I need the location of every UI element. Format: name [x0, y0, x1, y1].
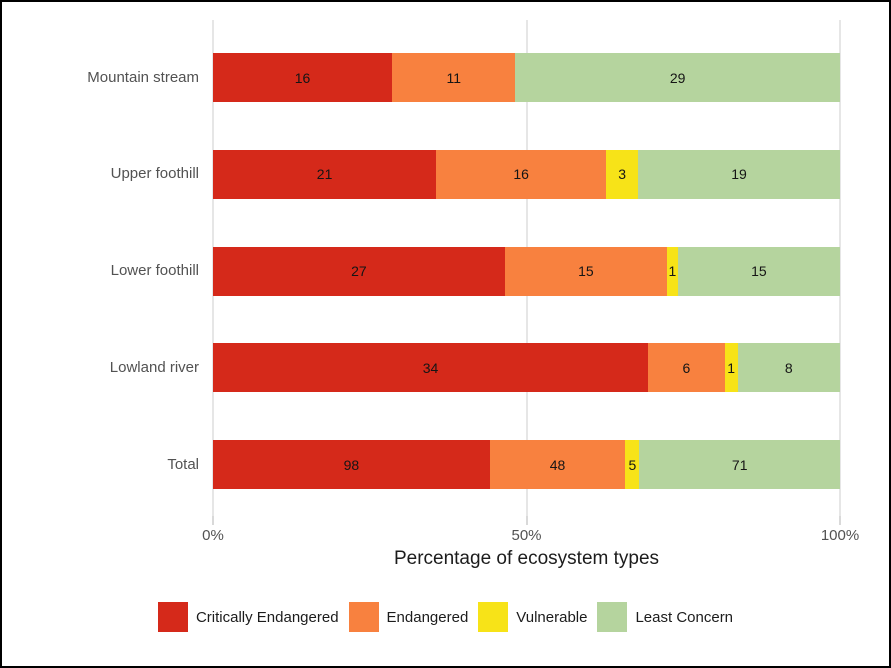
- plot-area: 16 11 29 21 16 3 19 27 15 1 15 34 6 1 8 98 48 5 71: [212, 20, 841, 516]
- bar-value-label: 1: [668, 263, 677, 279]
- legend-item-endangered: Endangered: [348, 602, 469, 632]
- x-tick-label-50: 50%: [511, 527, 542, 544]
- legend-label: Least Concern: [635, 608, 734, 626]
- bar-segment-vulnerable: 1: [724, 343, 738, 393]
- legend: Critically Endangered Endangered Vulnerabl…: [2, 602, 889, 632]
- y-axis-label-lowland-river: Lowland river: [109, 358, 199, 376]
- legend-item-critically-endangered: Critically Endangered: [157, 602, 339, 632]
- y-axis-label-mountain-stream: Mountain stream: [87, 68, 199, 86]
- bar-value-label: 3: [618, 166, 627, 183]
- bar-value-label: 6: [682, 359, 691, 376]
- y-axis-label-lower-foothill: Lower foothill: [110, 262, 199, 279]
- bar-segment-endangered: 15: [504, 246, 668, 296]
- bar-segment-endangered: 11: [392, 53, 516, 102]
- bar-segment-critically-endangered: 34: [213, 343, 649, 393]
- bar-value-label: 98: [343, 456, 360, 473]
- bar-segment-least-concern: 19: [638, 149, 840, 199]
- x-tick-label-100: 100%: [820, 527, 860, 544]
- bar-segment-critically-endangered: 21: [213, 149, 437, 199]
- legend-swatch-vulnerable: [478, 602, 509, 632]
- legend-swatch-critically-endangered: [157, 602, 188, 632]
- bar-value-label: 11: [446, 69, 461, 86]
- legend-item-vulnerable: Vulnerable: [478, 602, 587, 632]
- bar-row-total: 98 48 5 71: [213, 440, 840, 489]
- bar-segment-least-concern: 71: [639, 440, 840, 489]
- bar-value-label: 27: [351, 263, 367, 279]
- legend-label: Endangered: [386, 608, 469, 626]
- bar-segment-vulnerable: 1: [667, 246, 678, 296]
- legend-swatch-endangered: [348, 602, 379, 632]
- bar-segment-least-concern: 15: [677, 246, 840, 296]
- bar-value-label: 16: [294, 69, 311, 86]
- bar-segment-critically-endangered: 98: [213, 440, 490, 489]
- bar-value-label: 48: [549, 456, 566, 473]
- bar-row-mountain-stream: 16 11 29: [213, 53, 840, 102]
- bar-value-label: 8: [784, 359, 793, 376]
- bar-segment-endangered: 48: [489, 440, 626, 489]
- bar-segment-critically-endangered: 16: [213, 53, 393, 102]
- bar-segment-endangered: 6: [648, 343, 725, 393]
- bar-value-label: 21: [316, 166, 333, 183]
- legend-swatch-least-concern: [597, 602, 628, 632]
- bar-segment-least-concern: 29: [515, 53, 840, 102]
- bar-segment-least-concern: 8: [737, 343, 840, 393]
- bar-value-label: 71: [731, 456, 748, 473]
- bar-value-label: 15: [751, 263, 767, 279]
- bar-value-label: 29: [669, 69, 686, 86]
- y-axis-label-upper-foothill: Upper foothill: [110, 165, 199, 183]
- bar-value-label: 1: [727, 359, 736, 376]
- bar-segment-critically-endangered: 27: [213, 246, 505, 296]
- bar-segment-vulnerable: 3: [606, 149, 639, 199]
- y-axis-label-total: Total: [167, 455, 199, 473]
- bar-row-upper-foothill: 21 16 3 19: [213, 149, 840, 199]
- gridline-100: [839, 20, 841, 516]
- bar-segment-vulnerable: 5: [625, 440, 640, 489]
- bar-value-label: 5: [628, 456, 637, 473]
- bar-row-lower-foothill: 27 15 1 15: [213, 246, 840, 296]
- x-tick-label-0: 0%: [202, 527, 224, 544]
- x-axis-title: Percentage of ecosystem types: [393, 548, 660, 569]
- x-tick-0: [212, 516, 214, 525]
- bar-value-label: 19: [731, 166, 747, 183]
- bar-value-label: 34: [422, 359, 439, 376]
- x-tick-100: [839, 516, 841, 525]
- legend-label: Vulnerable: [516, 608, 588, 626]
- legend-item-least-concern: Least Concern: [597, 602, 733, 632]
- bar-value-label: 16: [513, 166, 529, 183]
- x-tick-50: [525, 516, 528, 525]
- bar-segment-endangered: 16: [436, 149, 607, 199]
- legend-label: Critically Endangered: [195, 608, 339, 626]
- bar-value-label: 15: [578, 263, 594, 279]
- bar-row-lowland-river: 34 6 1 8: [213, 343, 840, 393]
